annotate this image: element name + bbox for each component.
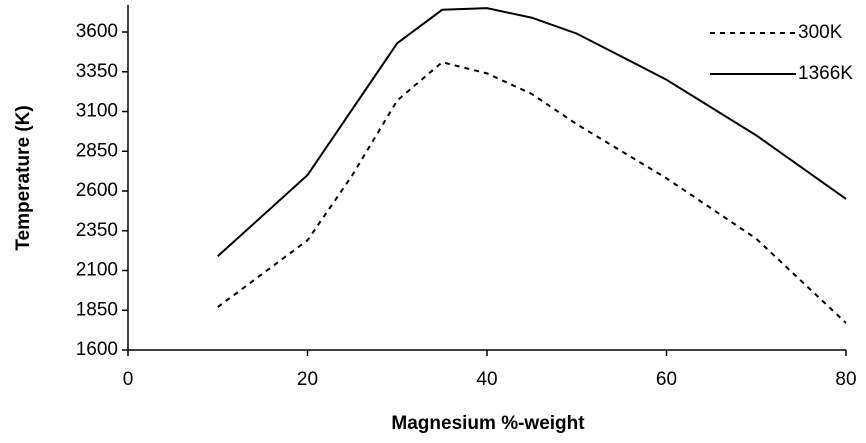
x-tick-label: 0 bbox=[123, 369, 134, 390]
legend-label: 1366K bbox=[798, 63, 853, 84]
y-tick-label: 1850 bbox=[76, 299, 118, 320]
y-tick-label: 3350 bbox=[76, 61, 118, 82]
x-axis-title: Magnesium %-weight bbox=[391, 413, 585, 434]
x-tick-label: 40 bbox=[476, 369, 497, 390]
y-tick-label: 2350 bbox=[76, 220, 118, 241]
x-tick-label: 80 bbox=[835, 369, 856, 390]
data-line bbox=[217, 61, 847, 324]
x-tick-label: 20 bbox=[297, 369, 318, 390]
y-tick-label: 2600 bbox=[76, 180, 118, 201]
legend-label: 300K bbox=[798, 22, 843, 43]
x-tick-label: 60 bbox=[656, 369, 677, 390]
y-tick-label: 3600 bbox=[76, 21, 118, 42]
y-tick-label: 1600 bbox=[76, 339, 118, 360]
y-tick-label: 3100 bbox=[76, 101, 118, 122]
y-tick-label: 2850 bbox=[76, 140, 118, 161]
y-tick-label: 2100 bbox=[76, 260, 118, 281]
y-axis-title: Temperature (K) bbox=[13, 105, 34, 250]
data-line bbox=[217, 7, 847, 257]
